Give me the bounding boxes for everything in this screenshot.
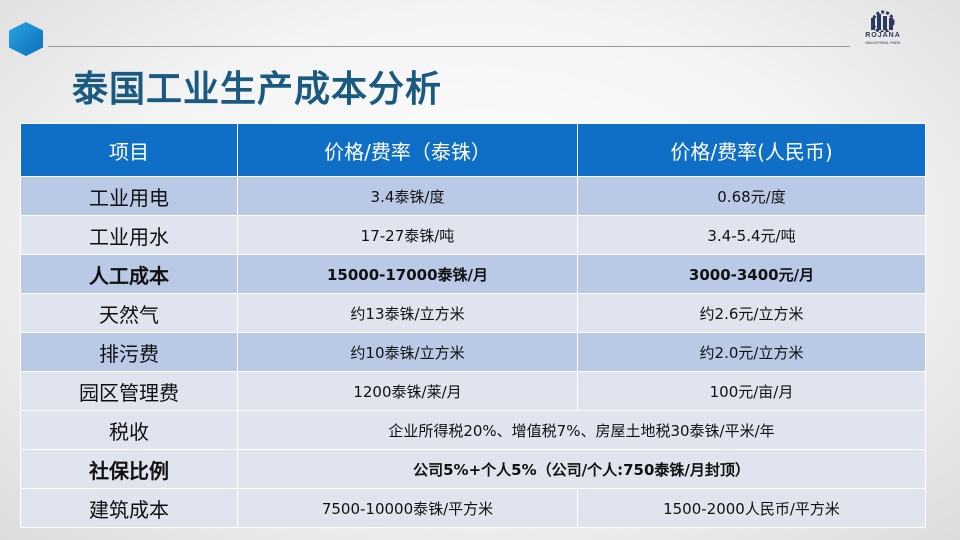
table-row: 建筑成本 7500-10000泰铢/平方米 1500-2000人民币/平方米 [20,488,926,528]
logo-text: ROJANA [865,32,901,39]
row-name: 园区管理费 [20,371,238,411]
cost-table: 项目 价格/费率（泰铢） 价格/费率(人民币) 工业用电 3.4泰铢/度 0.6… [20,123,926,528]
row-cny: 100元/亩/月 [577,371,926,411]
table-row: 园区管理费 1200泰铢/莱/月 100元/亩/月 [20,371,926,411]
row-thb: 约13泰铢/立方米 [237,293,578,333]
row-name: 税收 [20,410,238,450]
table-row: 工业用水 17-27泰铢/吨 3.4-5.4元/吨 [20,215,926,255]
row-merged: 企业所得税20%、增值税7%、房屋土地税30泰铢/平米/年 [237,410,926,450]
factory-gear-icon [871,10,895,32]
row-name: 工业用电 [20,176,238,216]
row-name: 排污费 [20,332,238,372]
table-row: 人工成本 15000-17000泰铢/月 3000-3400元/月 [20,254,926,294]
row-name: 社保比例 [20,449,238,489]
table-row: 排污费 约10泰铢/立方米 约2.0元/立方米 [20,332,926,372]
logo-subtext: INDUSTRIAL PARK [865,40,901,45]
table-row: 天然气 约13泰铢/立方米 约2.6元/立方米 [20,293,926,333]
row-name: 天然气 [20,293,238,333]
table-row: 税收 企业所得税20%、增值税7%、房屋土地税30泰铢/平米/年 [20,410,926,450]
rojana-logo: ROJANA INDUSTRIAL PARK [858,8,908,50]
header-item: 项目 [20,123,238,177]
row-cny: 约2.6元/立方米 [577,293,926,333]
row-thb: 15000-17000泰铢/月 [237,254,578,294]
header-cny: 价格/费率(人民币) [577,123,926,177]
header-thb: 价格/费率（泰铢） [237,123,578,177]
row-cny: 1500-2000人民币/平方米 [577,488,926,528]
table-row: 社保比例 公司5%+个人5%（公司/个人:750泰铢/月封顶） [20,449,926,489]
row-thb: 17-27泰铢/吨 [237,215,578,255]
table-header-row: 项目 价格/费率（泰铢） 价格/费率(人民币) [20,123,926,177]
row-cny: 3000-3400元/月 [577,254,926,294]
row-cny: 0.68元/度 [577,176,926,216]
row-thb: 约10泰铢/立方米 [237,332,578,372]
row-cny: 3.4-5.4元/吨 [577,215,926,255]
row-cny: 约2.0元/立方米 [577,332,926,372]
row-thb: 1200泰铢/莱/月 [237,371,578,411]
row-name: 工业用水 [20,215,238,255]
page-title: 泰国工业生产成本分析 [72,69,443,110]
row-name: 人工成本 [20,254,238,294]
header-divider [48,46,850,47]
row-merged: 公司5%+个人5%（公司/个人:750泰铢/月封顶） [237,449,926,489]
row-name: 建筑成本 [20,488,238,528]
row-thb: 3.4泰铢/度 [237,176,578,216]
row-thb: 7500-10000泰铢/平方米 [237,488,578,528]
table-row: 工业用电 3.4泰铢/度 0.68元/度 [20,176,926,216]
hexagon-logo-icon [9,22,43,56]
